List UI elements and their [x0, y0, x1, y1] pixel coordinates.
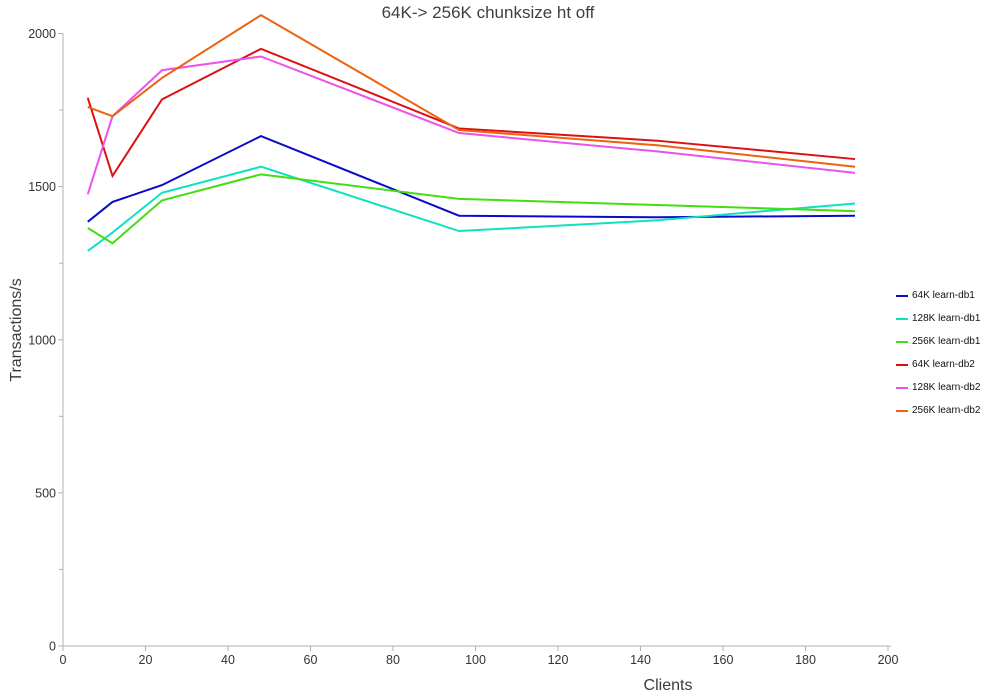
x-tick-label: 160: [713, 653, 734, 667]
series-line-64k-learn-db1: [87, 134, 856, 223]
x-tick-label: 140: [630, 653, 651, 667]
x-tick-label: 0: [60, 653, 67, 667]
legend-swatch-icon: [896, 409, 908, 412]
series-line-64k-learn-db2: [86, 47, 856, 179]
legend-item: 128K learn-db1: [896, 307, 980, 330]
legend-item: 256K learn-db1: [896, 330, 980, 353]
x-tick-label: 80: [386, 653, 400, 667]
legend-label: 256K learn-db1: [912, 336, 981, 347]
x-axis-label: Clients: [643, 677, 693, 694]
x-tick-label: 120: [548, 653, 569, 667]
series-line-256k-learn-db2: [87, 13, 856, 168]
legend-label: 128K learn-db1: [912, 313, 981, 324]
legend-label: 64K learn-db1: [912, 290, 975, 301]
y-tick-label: 1000: [28, 333, 56, 347]
y-tick-label: 2000: [28, 27, 56, 41]
y-tick-label: 1500: [28, 180, 56, 194]
y-tick-label: 500: [35, 486, 56, 500]
legend-swatch-icon: [896, 363, 908, 366]
x-tick-label: 100: [465, 653, 486, 667]
legend-swatch-icon: [896, 386, 908, 389]
legend-swatch-icon: [896, 340, 908, 343]
legend-item: 64K learn-db1: [896, 284, 980, 307]
series-line-128k-learn-db1: [87, 165, 856, 252]
x-tick-label: 180: [795, 653, 816, 667]
x-tick-label: 20: [139, 653, 153, 667]
legend-item: 256K learn-db2: [896, 399, 980, 422]
legend-label: 64K learn-db2: [912, 359, 975, 370]
series-line-128k-learn-db2: [86, 55, 856, 195]
series-line-256k-learn-db1: [87, 173, 856, 245]
legend-swatch-icon: [896, 294, 908, 297]
x-tick-label: 200: [878, 653, 899, 667]
legend-item: 128K learn-db2: [896, 376, 980, 399]
legend-swatch-icon: [896, 317, 908, 320]
legend-label: 128K learn-db2: [912, 382, 981, 393]
legend-label: 256K learn-db2: [912, 405, 981, 416]
legend-item: 64K learn-db2: [896, 353, 980, 376]
x-tick-label: 40: [221, 653, 235, 667]
legend: 64K learn-db1 128K learn-db1 256K learn-db…: [896, 284, 980, 422]
chart-title: 64K-> 256K chunksize ht off: [381, 3, 595, 22]
y-tick-label: 0: [49, 640, 56, 654]
x-tick-label: 60: [304, 653, 318, 667]
